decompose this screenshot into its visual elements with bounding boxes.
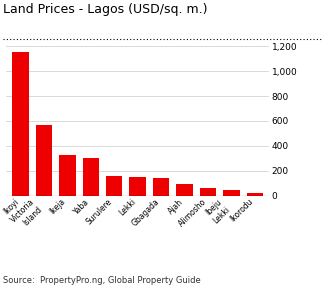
Bar: [106, 177, 122, 196]
Bar: [223, 190, 240, 196]
Text: Source:  PropertyPro.ng, Global Property Guide: Source: PropertyPro.ng, Global Property …: [3, 276, 201, 285]
Bar: [153, 178, 169, 196]
Bar: [83, 158, 99, 196]
Text: Land Prices - Lagos (USD/sq. m.): Land Prices - Lagos (USD/sq. m.): [3, 3, 208, 16]
Bar: [176, 184, 193, 196]
Bar: [36, 125, 52, 196]
Bar: [247, 193, 263, 196]
Bar: [12, 52, 29, 196]
Bar: [200, 188, 216, 196]
Bar: [130, 177, 146, 196]
Bar: [59, 155, 75, 196]
